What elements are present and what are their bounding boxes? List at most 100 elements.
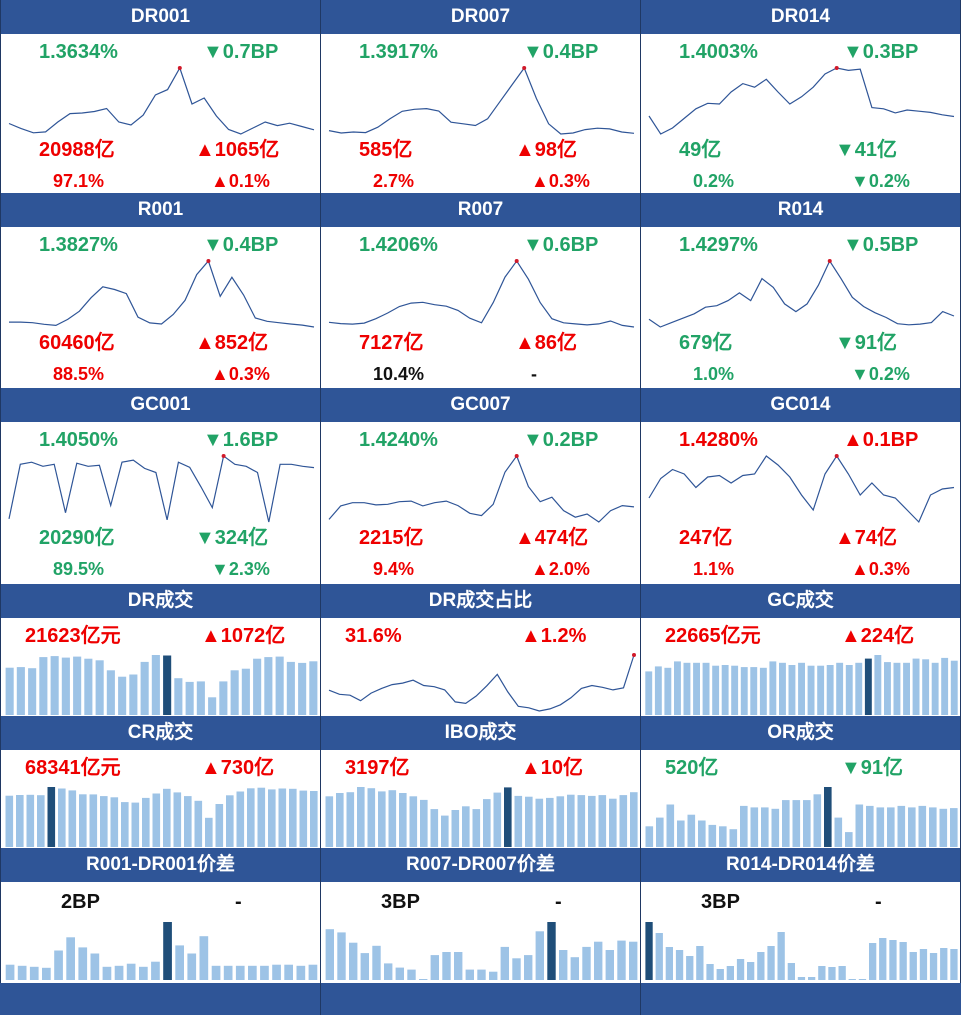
bar xyxy=(912,658,920,715)
peak-point xyxy=(827,259,832,263)
bar xyxy=(184,796,192,847)
bar xyxy=(16,667,25,715)
bar xyxy=(208,697,217,715)
share-value: 0.2% xyxy=(693,171,735,191)
bar xyxy=(594,941,603,980)
share-value: 9.4% xyxy=(373,559,415,579)
volume-change: ▲852亿 xyxy=(195,332,269,354)
bar xyxy=(609,798,617,847)
bar xyxy=(712,665,720,715)
bar xyxy=(278,788,287,847)
bar xyxy=(451,810,460,847)
bar xyxy=(771,808,780,847)
bar xyxy=(698,820,706,847)
panel-4-0: CR成交 68341亿元 ▲730亿 xyxy=(0,716,321,848)
bar xyxy=(655,933,663,980)
bar xyxy=(346,792,355,847)
rate-change: ▼0.7BP xyxy=(203,41,279,63)
bar xyxy=(828,967,836,980)
bar xyxy=(66,937,75,980)
bar xyxy=(512,958,521,980)
bar xyxy=(430,955,439,980)
bar xyxy=(629,941,638,980)
bar xyxy=(777,932,785,980)
bar xyxy=(337,932,346,980)
panel-3-0: DR成交 21623亿元 ▲1072亿 xyxy=(0,584,321,716)
panel-title: CR成交 xyxy=(0,716,321,750)
bar xyxy=(855,804,864,847)
bar xyxy=(686,956,694,980)
bar xyxy=(826,665,834,715)
panel-4-2: OR成交 520亿 ▼91亿 xyxy=(640,716,961,848)
bar xyxy=(151,961,160,980)
bar xyxy=(721,665,729,715)
bar xyxy=(139,966,148,980)
bar xyxy=(787,963,795,980)
bar xyxy=(645,826,654,847)
bar xyxy=(950,949,958,980)
share-value: 88.5% xyxy=(53,364,105,384)
bar xyxy=(142,797,150,847)
bar xyxy=(260,965,269,980)
bar xyxy=(308,964,318,980)
total-value: 21623亿元 xyxy=(25,625,121,647)
bar xyxy=(908,807,916,847)
panel-body: 1.3917% ▼0.4BP 585亿 ▲98亿 2.7% ▲0.3% xyxy=(320,34,641,194)
bar xyxy=(818,966,826,980)
bar xyxy=(68,790,77,847)
panel-2-1: GC007 1.4240% ▼0.2BP 2215亿 ▲474亿 9.4% ▲2.0% xyxy=(320,388,641,584)
bar xyxy=(866,805,874,847)
bar xyxy=(223,965,233,980)
bar xyxy=(708,824,717,847)
bar xyxy=(211,965,221,980)
bar xyxy=(740,805,748,847)
bar xyxy=(950,808,958,847)
panel-title: DR成交 xyxy=(0,584,321,618)
bar xyxy=(577,795,586,847)
spread-value: 2BP xyxy=(61,891,100,913)
bar xyxy=(121,802,129,847)
bar xyxy=(465,969,474,980)
bar xyxy=(5,795,14,847)
panel-5-1: R007-DR007价差 3BP - xyxy=(320,848,641,983)
bar xyxy=(897,805,906,847)
bar xyxy=(284,964,293,980)
rate-value: 1.4050% xyxy=(39,429,118,451)
bar xyxy=(813,794,822,847)
rate-change: ▼0.3BP xyxy=(843,41,919,63)
bar xyxy=(187,953,197,980)
bar xyxy=(687,814,696,847)
trend-chart xyxy=(328,66,635,135)
bar xyxy=(194,800,203,847)
bar xyxy=(286,661,295,715)
panel-0-1: DR007 1.3917% ▼0.4BP 585亿 ▲98亿 2.7% ▲0.3% xyxy=(320,0,641,194)
panel-title: DR014 xyxy=(640,0,961,34)
bar xyxy=(788,665,796,715)
series-line xyxy=(648,67,955,135)
bar xyxy=(887,807,895,847)
bar xyxy=(360,953,369,980)
bar xyxy=(740,667,748,715)
share-value: 89.5% xyxy=(53,559,105,579)
bar xyxy=(357,787,365,847)
bar xyxy=(869,943,877,980)
panel-3-2: GC成交 22665亿元 ▲224亿 xyxy=(640,584,961,716)
bar xyxy=(174,678,183,715)
peak-point xyxy=(834,454,839,458)
bar xyxy=(858,979,867,980)
bar xyxy=(309,661,318,715)
bar xyxy=(941,657,949,715)
bar xyxy=(395,967,404,980)
spread-change: - xyxy=(875,891,882,913)
bar xyxy=(61,657,70,715)
panel-body: 68341亿元 ▲730亿 xyxy=(0,750,321,848)
bar xyxy=(807,665,815,715)
rate-value: 1.4003% xyxy=(679,41,758,63)
bar xyxy=(736,959,745,980)
bar xyxy=(462,806,470,847)
panel-body: 1.4003% ▼0.3BP 49亿 ▼41亿 0.2% ▼0.2% xyxy=(640,34,961,194)
series-line xyxy=(648,259,955,328)
panel-title: R001-DR001价差 xyxy=(0,848,321,882)
bar xyxy=(16,795,24,847)
